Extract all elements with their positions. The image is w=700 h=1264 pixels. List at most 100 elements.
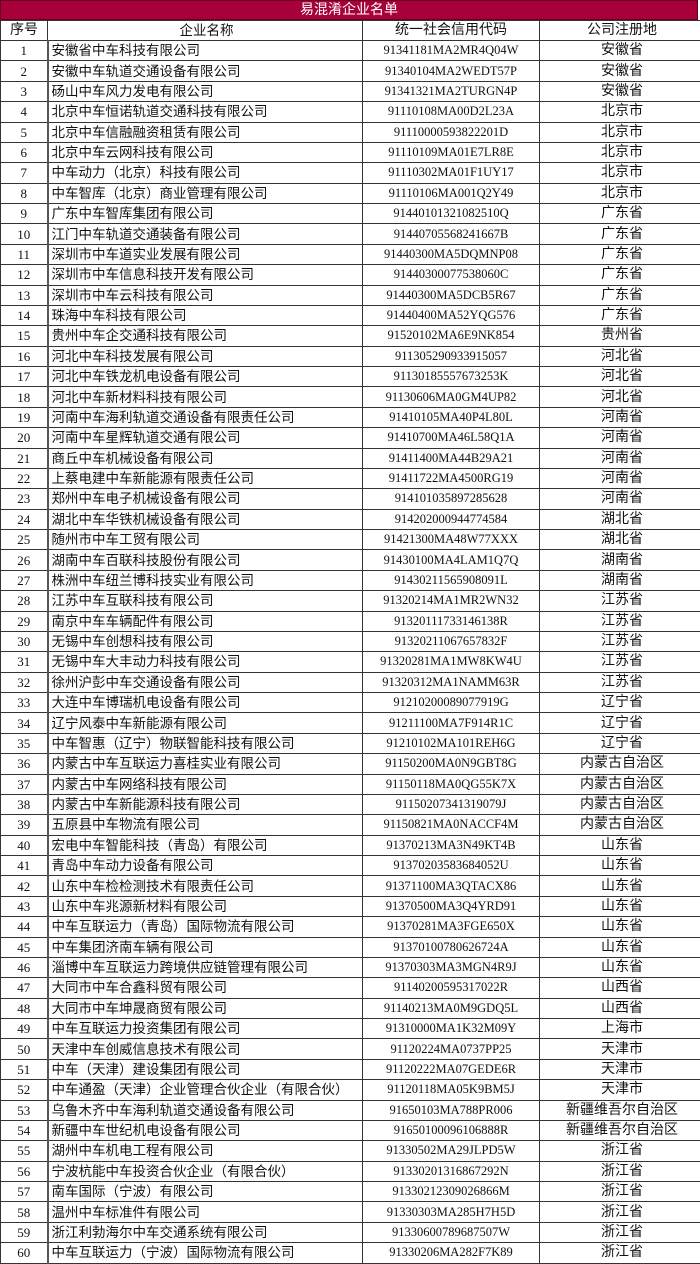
credit-code: 91120222MA07GEDE6R xyxy=(363,1059,540,1079)
registration-place: 新疆维吾尔自治区 xyxy=(540,1100,700,1120)
company-name: 天津中车创威信息技术有限公司 xyxy=(48,1039,363,1059)
registration-place: 山东省 xyxy=(540,856,700,876)
company-name: 北京中车信融融资租赁有限公司 xyxy=(48,122,363,142)
company-name: 浙江利勃海尔中车交通系统有限公司 xyxy=(48,1222,363,1242)
registration-place: 贵州省 xyxy=(540,326,700,346)
row-index: 43 xyxy=(1,896,48,916)
credit-code: 91320312MA1NAMM63R xyxy=(363,672,540,692)
registration-place: 江苏省 xyxy=(540,672,700,692)
credit-code: 91320111733146138R xyxy=(363,611,540,631)
company-name: 山东中车检检测技术有限责任公司 xyxy=(48,876,363,896)
registration-place: 上海市 xyxy=(540,1019,700,1039)
credit-code: 91110106MA001Q2Y49 xyxy=(363,183,540,203)
registration-place: 湖南省 xyxy=(540,570,700,590)
registration-place: 河南省 xyxy=(540,407,700,427)
row-index: 48 xyxy=(1,998,48,1018)
credit-code: 91650103MA788PR006 xyxy=(363,1100,540,1120)
company-name: 安徽省中车科技有限公司 xyxy=(48,41,363,61)
row-index: 51 xyxy=(1,1059,48,1079)
company-name: 南京中车车辆配件有限公司 xyxy=(48,611,363,631)
row-index: 21 xyxy=(1,448,48,468)
row-index: 9 xyxy=(1,204,48,224)
credit-code: 91330212309026866M xyxy=(363,1182,540,1202)
credit-code: 91150118MA0QG55K7X xyxy=(363,774,540,794)
credit-code: 91320211067657832F xyxy=(363,631,540,651)
credit-code: 91110108MA00D2L23A xyxy=(363,102,540,122)
credit-code: 91370100780626724A xyxy=(363,937,540,957)
row-index: 27 xyxy=(1,570,48,590)
column-header-index: 序号 xyxy=(1,21,48,41)
row-index: 13 xyxy=(1,285,48,305)
row-index: 33 xyxy=(1,693,48,713)
company-name: 江苏中车互联科技有限公司 xyxy=(48,591,363,611)
row-index: 25 xyxy=(1,530,48,550)
row-index: 32 xyxy=(1,672,48,692)
credit-code: 91110109MA01E7LR8E xyxy=(363,142,540,162)
registration-place: 浙江省 xyxy=(540,1202,700,1222)
company-name: 中车互联运力（青岛）国际物流有限公司 xyxy=(48,917,363,937)
row-index: 47 xyxy=(1,978,48,998)
credit-code: 91140200595317022R xyxy=(363,978,540,998)
row-index: 44 xyxy=(1,917,48,937)
credit-code: 91421300MA48W77XXX xyxy=(363,530,540,550)
registration-place: 辽宁省 xyxy=(540,733,700,753)
row-index: 3 xyxy=(1,81,48,101)
company-name: 河南中车星辉轨道交通有限公司 xyxy=(48,428,363,448)
company-name: 湖北中车华铁机械设备有限公司 xyxy=(48,509,363,529)
row-index: 20 xyxy=(1,428,48,448)
row-index: 15 xyxy=(1,326,48,346)
row-index: 45 xyxy=(1,937,48,957)
company-name: 江门中车轨道交通装备有限公司 xyxy=(48,224,363,244)
header-row: 序号 企业名称 统一社会信用代码 公司注册地 xyxy=(1,21,700,41)
company-name: 北京中车云网科技有限公司 xyxy=(48,142,363,162)
registration-place: 山西省 xyxy=(540,978,700,998)
credit-code: 91150207341319079J xyxy=(363,794,540,814)
credit-code: 91411722MA4500RG19 xyxy=(363,468,540,488)
company-name: 河南中车海利轨道交通设备有限责任公司 xyxy=(48,407,363,427)
column-header-registration-place: 公司注册地 xyxy=(540,21,700,41)
registration-place: 安徽省 xyxy=(540,81,700,101)
row-index: 7 xyxy=(1,163,48,183)
registration-place: 浙江省 xyxy=(540,1141,700,1161)
registration-place: 北京市 xyxy=(540,183,700,203)
company-name: 河北中车科技发展有限公司 xyxy=(48,346,363,366)
registration-place: 浙江省 xyxy=(540,1182,700,1202)
company-name: 安徽中车轨道交通设备有限公司 xyxy=(48,61,363,81)
registration-place: 安徽省 xyxy=(540,61,700,81)
registration-place: 北京市 xyxy=(540,163,700,183)
company-name: 深圳市中车道实业发展有限公司 xyxy=(48,244,363,264)
company-name: 无锡中车大丰动力科技有限公司 xyxy=(48,652,363,672)
credit-code: 91130185557673253K xyxy=(363,367,540,387)
table-title: 易混淆企业名单 xyxy=(0,0,698,20)
credit-code: 91370281MA3FGE650X xyxy=(363,917,540,937)
company-name: 河北中车铁龙机电设备有限公司 xyxy=(48,367,363,387)
row-index: 4 xyxy=(1,102,48,122)
company-name: 河北中车新材料科技有限公司 xyxy=(48,387,363,407)
company-name: 青岛中车动力设备有限公司 xyxy=(48,856,363,876)
credit-code: 91341321MA2TURGN4P xyxy=(363,81,540,101)
registration-place: 河北省 xyxy=(540,367,700,387)
company-name: 宁波杭能中车投资合伙企业（有限合伙） xyxy=(48,1161,363,1181)
row-index: 29 xyxy=(1,611,48,631)
row-index: 49 xyxy=(1,1019,48,1039)
credit-code: 91320281MA1MW8KW4U xyxy=(363,652,540,672)
company-name: 中车智库（北京）商业管理有限公司 xyxy=(48,183,363,203)
